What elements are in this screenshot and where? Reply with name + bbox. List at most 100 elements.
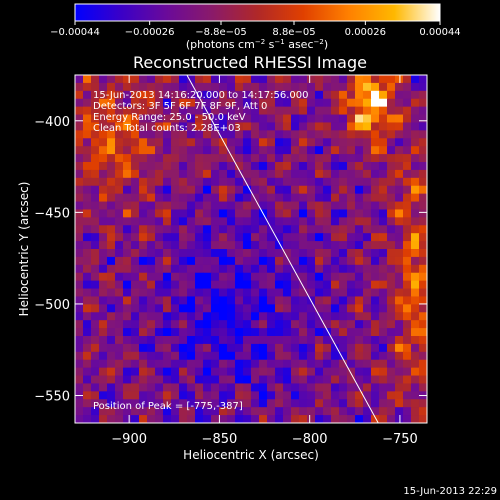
heatmap-cell xyxy=(91,185,100,195)
heatmap-cell xyxy=(139,177,148,187)
heatmap-cell xyxy=(131,154,140,163)
heatmap-cell xyxy=(307,320,316,329)
heatmap-cell xyxy=(187,217,196,226)
x-tick-label: −800 xyxy=(292,432,328,447)
heatmap-cell xyxy=(291,75,300,84)
heatmap-cell xyxy=(131,162,140,171)
heatmap-cell xyxy=(403,391,412,400)
heatmap-cell xyxy=(211,375,220,385)
heatmap-cell xyxy=(251,122,260,131)
heatmap-cell xyxy=(163,336,172,345)
heatmap-cell xyxy=(187,82,196,92)
heatmap-cell xyxy=(315,114,324,124)
heatmap-cell xyxy=(107,169,116,179)
heatmap-cell xyxy=(267,367,276,377)
heatmap-cell xyxy=(363,75,372,84)
heatmap-cell xyxy=(355,225,364,234)
heatmap-cell xyxy=(227,264,236,274)
heatmap-cell xyxy=(307,241,316,250)
heatmap-cell xyxy=(243,122,252,131)
heatmap-cell xyxy=(395,407,404,416)
heatmap-cell xyxy=(347,209,356,218)
heatmap-cell xyxy=(379,154,388,163)
heatmap-cell xyxy=(371,304,380,313)
heatmap-cell xyxy=(379,241,388,250)
heatmap-cell xyxy=(379,328,388,337)
heatmap-cell xyxy=(283,225,292,234)
heatmap-cell xyxy=(331,407,340,416)
heatmap-cell xyxy=(387,106,396,116)
heatmap-cell xyxy=(323,359,332,369)
heatmap-cell xyxy=(259,138,268,147)
heatmap-cell xyxy=(259,407,268,416)
heatmap-cell xyxy=(195,122,204,131)
heatmap-cell xyxy=(91,280,100,290)
heatmap-cell xyxy=(163,106,172,116)
heatmap-cell xyxy=(91,90,100,100)
heatmap-cell xyxy=(371,328,380,337)
heatmap-cell xyxy=(251,130,260,139)
heatmap-cell xyxy=(291,241,300,250)
heatmap-cell xyxy=(195,272,204,282)
heatmap-cell xyxy=(347,233,356,242)
heatmap-cell xyxy=(355,249,364,258)
heatmap-cell xyxy=(339,225,348,234)
heatmap-cell xyxy=(259,130,268,139)
heatmap-cell xyxy=(187,225,196,234)
heatmap-cell xyxy=(411,154,420,163)
heatmap-cell xyxy=(75,82,84,92)
heatmap-cell xyxy=(283,162,292,171)
heatmap-cell xyxy=(299,320,308,329)
heatmap-cell xyxy=(75,122,84,131)
heatmap-cell xyxy=(91,154,100,163)
heatmap-cell xyxy=(219,114,228,124)
heatmap-cell xyxy=(315,185,324,195)
heatmap-cell xyxy=(211,256,220,266)
heatmap-cell xyxy=(227,336,236,345)
heatmap-cell xyxy=(267,280,276,290)
heatmap-cell xyxy=(235,130,244,139)
heatmap-cell xyxy=(307,146,316,155)
heatmap-cell xyxy=(347,169,356,179)
heatmap-cell xyxy=(403,256,412,266)
heatmap-cell xyxy=(203,391,212,400)
heatmap-cell xyxy=(163,383,172,392)
heatmap-cell xyxy=(371,280,380,290)
heatmap-cell xyxy=(107,351,116,361)
heatmap-cell xyxy=(299,375,308,385)
heatmap-cell xyxy=(267,328,276,337)
heatmap-cell xyxy=(267,320,276,329)
heatmap-cell xyxy=(411,304,420,313)
heatmap-cell xyxy=(203,328,212,337)
heatmap-cell xyxy=(411,162,420,171)
heatmap-cell xyxy=(275,233,284,242)
heatmap-cell xyxy=(395,98,404,108)
heatmap-cell xyxy=(419,146,427,155)
detectors-text: Detectors: 3F 5F 6F 7F 8F 9F, Att 0 xyxy=(93,101,267,112)
heatmap-cell xyxy=(227,169,236,179)
heatmap-cell xyxy=(419,241,427,250)
heatmap-cell xyxy=(419,288,427,298)
heatmap-cell xyxy=(211,241,220,250)
heatmap-cell xyxy=(171,415,180,423)
heatmap-cell xyxy=(171,217,180,226)
heatmap-cell xyxy=(147,162,156,171)
heatmap-cell xyxy=(243,296,252,305)
heatmap-cell xyxy=(259,280,268,290)
heatmap-cell xyxy=(323,399,332,408)
heatmap-cell xyxy=(171,122,180,131)
heatmap-cell xyxy=(395,367,404,377)
heatmap-cell xyxy=(355,264,364,274)
heatmap-cell xyxy=(339,106,348,116)
heatmap-cell xyxy=(115,367,124,377)
heatmap-cell xyxy=(155,336,164,345)
heatmap-cell xyxy=(219,304,228,313)
heatmap-cell xyxy=(203,343,212,353)
heatmap-cell xyxy=(115,336,124,345)
heatmap-cell xyxy=(371,336,380,345)
heatmap-cell xyxy=(203,415,212,423)
heatmap-cell xyxy=(371,375,380,385)
heatmap-cell xyxy=(259,82,268,92)
heatmap-cell xyxy=(195,185,204,195)
heatmap-cell xyxy=(219,296,228,305)
